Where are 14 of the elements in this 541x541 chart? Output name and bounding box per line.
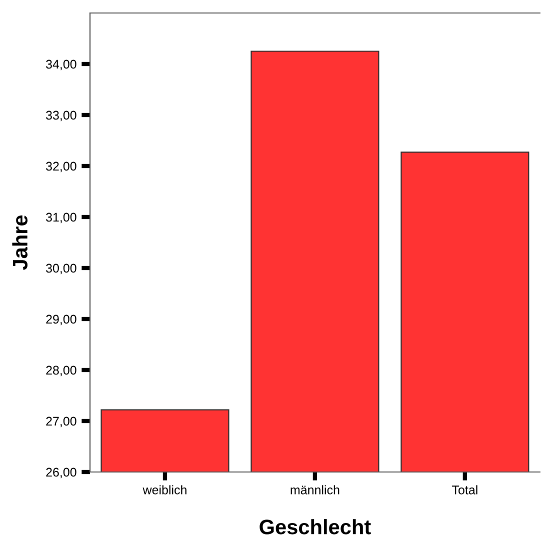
y-tick-label: 33,00 [46, 110, 76, 122]
y-tick-label: 26,00 [46, 468, 76, 478]
y-tick-label: 30,00 [46, 264, 76, 274]
x-tick-label: Total [452, 485, 478, 494]
y-tick-label: 28,00 [46, 366, 76, 376]
y-tick-label: 29,00 [46, 314, 76, 326]
x-tick-label: männlich [290, 485, 340, 494]
y-tick-label: 31,00 [46, 212, 76, 224]
x-tick-label: weiblich [142, 485, 186, 494]
y-tick-label: 32,00 [46, 162, 76, 172]
y-tick-label: 34,00 [46, 60, 76, 70]
y-axis-title: Jahre [12, 215, 28, 270]
y-tick-label: 27,00 [46, 416, 76, 428]
x-axis-title: Geschlecht [260, 519, 371, 534]
